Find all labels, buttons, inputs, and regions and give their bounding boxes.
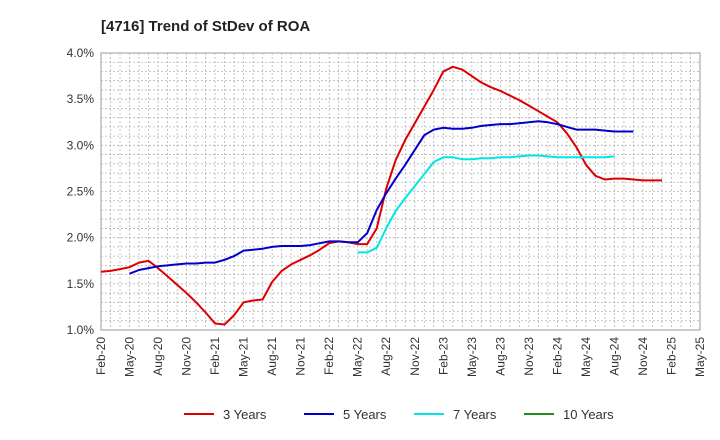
x-tick-label: Nov-20	[180, 337, 194, 376]
legend-label: 10 Years	[563, 407, 614, 422]
chart-title: [4716] Trend of StDev of ROA	[101, 18, 310, 35]
y-tick-label: 2.5%	[67, 185, 95, 199]
legend-item: 3 Years	[184, 407, 267, 422]
series-lines	[100, 65, 662, 326]
x-tick-label: Aug-24	[607, 337, 621, 376]
legend-item: 5 Years	[304, 407, 387, 422]
y-tick-label: 4.0%	[67, 46, 95, 60]
x-tick-label: May-21	[237, 337, 251, 377]
legend-item: 10 Years	[524, 407, 614, 422]
series-line-7-years	[357, 154, 615, 254]
x-tick-label: Nov-22	[408, 337, 422, 376]
x-tick-label: Feb-25	[664, 337, 678, 375]
x-tick-label: Aug-21	[265, 337, 279, 376]
y-axis: 4.0% 3.5% 3.0% 2.5% 2.0% 1.5% 1.0%	[67, 46, 95, 337]
x-tick-label: May-23	[465, 337, 479, 377]
x-tick-label: May-24	[579, 337, 593, 377]
x-tick-label: Nov-23	[522, 337, 536, 376]
y-tick-label: 1.0%	[67, 323, 95, 337]
x-tick-label: Aug-20	[151, 337, 165, 376]
plot-area	[100, 52, 701, 331]
x-tick-label: Nov-24	[636, 337, 650, 376]
y-tick-label: 3.0%	[67, 138, 95, 152]
legend: 3 Years 5 Years 7 Years 10 Years	[184, 407, 614, 422]
x-tick-label: May-22	[351, 337, 365, 377]
y-tick-label: 2.0%	[67, 231, 95, 245]
x-axis: Feb-20 May-20 Aug-20 Nov-20 Feb-21 May-21 Aug-…	[94, 337, 707, 377]
x-tick-label: Feb-24	[550, 337, 564, 375]
legend-item: 7 Years	[414, 407, 497, 422]
x-tick-label: May-20	[123, 337, 137, 377]
y-tick-label: 3.5%	[67, 92, 95, 106]
series-line-3-years	[100, 65, 662, 326]
x-tick-label: Aug-23	[493, 337, 507, 376]
y-tick-label: 1.5%	[67, 277, 95, 291]
x-tick-label: Feb-22	[322, 337, 336, 375]
series-line-5-years	[129, 120, 634, 275]
x-tick-label: Feb-20	[94, 337, 108, 375]
legend-label: 7 Years	[453, 407, 497, 422]
legend-label: 3 Years	[223, 407, 267, 422]
x-tick-label: May-25	[693, 337, 707, 377]
legend-label: 5 Years	[343, 407, 387, 422]
x-tick-label: Aug-22	[379, 337, 393, 376]
x-tick-label: Feb-23	[436, 337, 450, 375]
x-tick-label: Feb-21	[208, 337, 222, 375]
x-tick-label: Nov-21	[294, 337, 308, 376]
